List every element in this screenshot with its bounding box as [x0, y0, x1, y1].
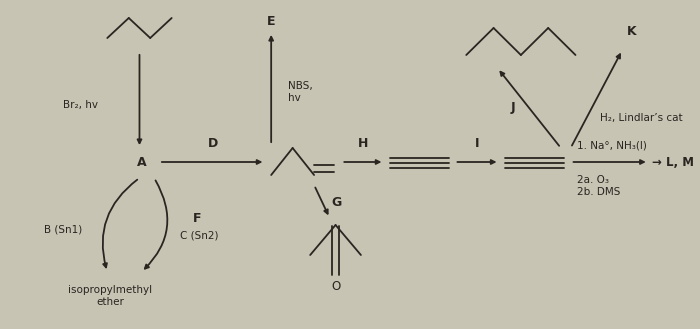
- Text: 1. Na°, NH₃(l): 1. Na°, NH₃(l): [578, 140, 648, 150]
- Text: K: K: [627, 25, 637, 38]
- Text: isopropylmethyl
ether: isopropylmethyl ether: [68, 285, 153, 307]
- Text: O: O: [331, 280, 340, 293]
- Text: H: H: [358, 137, 368, 150]
- Text: G: G: [332, 195, 342, 209]
- Text: I: I: [475, 137, 480, 150]
- Text: 2a. O₃
2b. DMS: 2a. O₃ 2b. DMS: [578, 175, 621, 197]
- Text: B (Sn1): B (Sn1): [44, 225, 82, 235]
- Text: Br₂, hv: Br₂, hv: [62, 100, 97, 110]
- Text: F: F: [193, 212, 202, 225]
- Text: → L, M: → L, M: [652, 156, 694, 168]
- Text: A: A: [136, 156, 146, 168]
- Text: E: E: [267, 15, 275, 28]
- Text: H₂, Lindlar’s cat: H₂, Lindlar’s cat: [600, 113, 682, 123]
- Text: C (Sn2): C (Sn2): [181, 230, 219, 240]
- Text: D: D: [207, 137, 218, 150]
- Text: J: J: [510, 102, 515, 114]
- Text: NBS,
hv: NBS, hv: [288, 81, 312, 103]
